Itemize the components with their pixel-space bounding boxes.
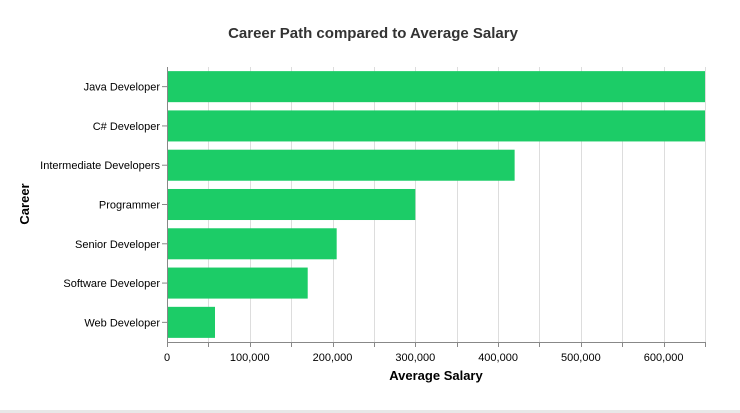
axes (162, 67, 706, 347)
x-tick-label: 100,000 (230, 352, 270, 364)
y-tick-label: Intermediate Developers (40, 160, 160, 172)
bar (167, 71, 705, 103)
y-tick-label: C# Developer (93, 121, 161, 133)
bar (167, 306, 216, 338)
x-tick-label: 300,000 (395, 352, 435, 364)
bar (167, 149, 515, 181)
y-tick-label: Senior Developer (75, 239, 160, 251)
x-tick-label: 600,000 (644, 352, 684, 364)
bottom-divider (0, 410, 740, 413)
y-tick-label: Web Developer (84, 317, 160, 329)
x-tick-label: 0 (164, 352, 170, 364)
chart-title: Career Path compared to Average Salary (228, 25, 519, 42)
y-tick-label: Java Developer (84, 82, 161, 94)
tick-labels: Java Developer C# Developer Intermediate D… (40, 82, 683, 364)
bar (167, 188, 416, 221)
x-axis-title: Average Salary (389, 368, 483, 383)
bars (167, 71, 705, 338)
bar (167, 110, 705, 142)
y-tick-label: Programmer (99, 200, 160, 212)
x-tick-label: 400,000 (478, 352, 518, 364)
y-tick-label: Software Developer (63, 278, 160, 290)
y-axis-title: Career (17, 183, 32, 224)
bar (167, 267, 308, 299)
x-tick-label: 200,000 (313, 352, 353, 364)
x-tick-label: 500,000 (561, 352, 601, 364)
bar (167, 228, 337, 260)
